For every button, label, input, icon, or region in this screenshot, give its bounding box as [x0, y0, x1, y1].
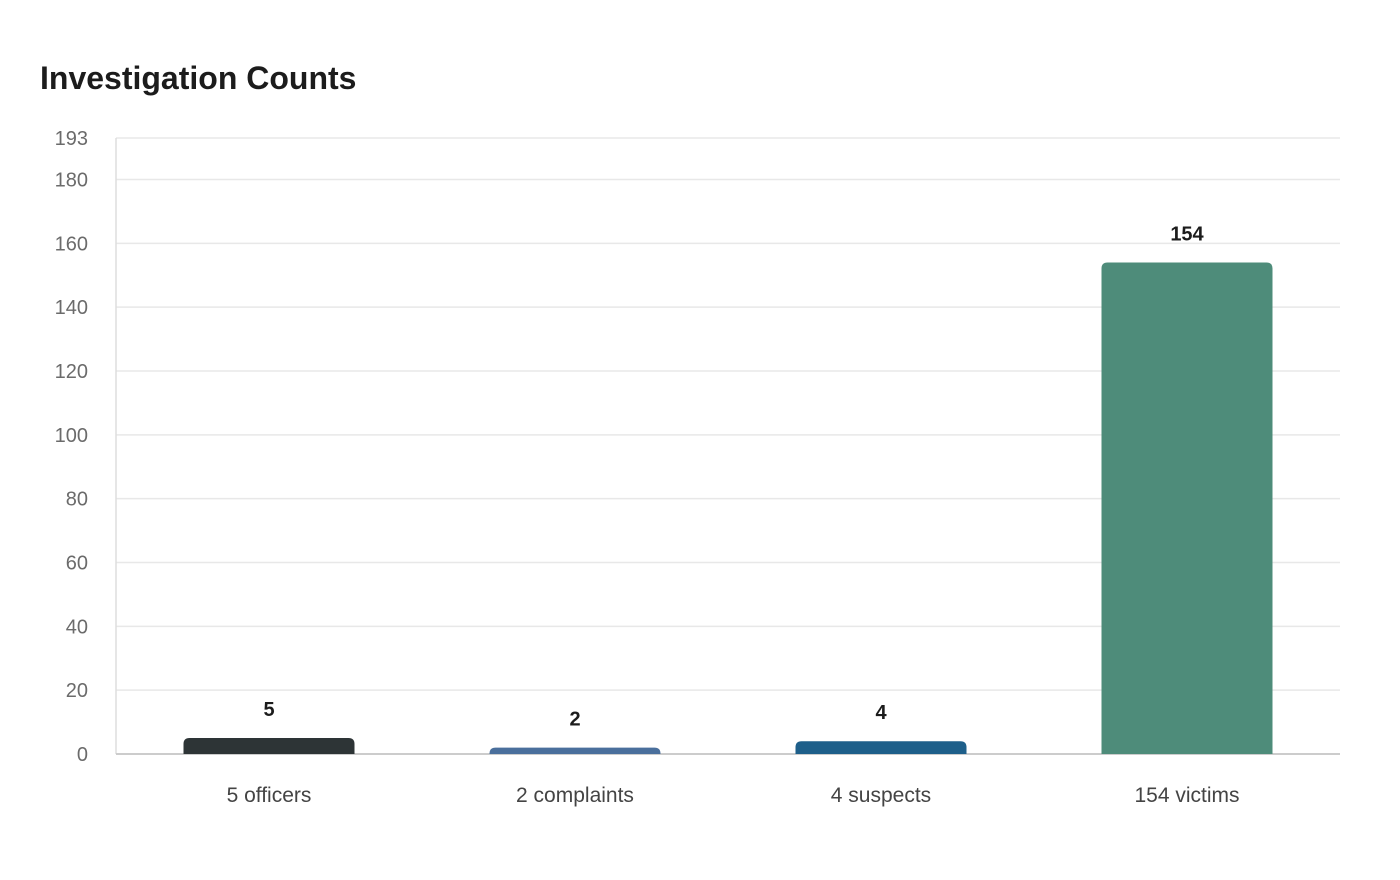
x-category-label: 154 victims — [1134, 784, 1239, 807]
y-tick-label: 0 — [77, 744, 88, 766]
y-tick-label: 80 — [66, 489, 88, 511]
y-tick-label: 20 — [66, 680, 88, 702]
value-labels: 5 2 4 154 — [263, 223, 1204, 730]
chart-title: Investigation Counts — [40, 60, 357, 96]
x-category-label: 2 complaints — [516, 784, 634, 807]
y-tick-label: 40 — [66, 616, 88, 638]
y-tick-label: 140 — [55, 297, 88, 319]
y-tick-label: 193 — [55, 128, 88, 150]
y-tick-label: 120 — [55, 361, 88, 383]
bar-2 — [489, 747, 661, 754]
y-tick-label: 180 — [55, 169, 88, 191]
x-axis-labels: 5 officers 2 complaints 4 suspects 154 vict… — [227, 784, 1240, 807]
bar-value-label: 2 — [569, 709, 580, 731]
bar-1 — [183, 738, 355, 754]
bar-value-label: 5 — [263, 699, 274, 721]
bars — [183, 262, 1273, 754]
y-axis-ticks: 0 20 40 60 80 100 120 140 160 180 193 — [55, 128, 88, 766]
x-category-label: 4 suspects — [831, 784, 931, 807]
bar-3 — [795, 741, 967, 754]
y-tick-label: 60 — [66, 552, 88, 574]
y-tick-label: 160 — [55, 233, 88, 255]
x-category-label: 5 officers — [227, 784, 312, 807]
bar-value-label: 4 — [875, 702, 887, 724]
bar-4 — [1101, 262, 1273, 754]
bar-value-label: 154 — [1170, 223, 1204, 245]
y-tick-label: 100 — [55, 425, 88, 447]
